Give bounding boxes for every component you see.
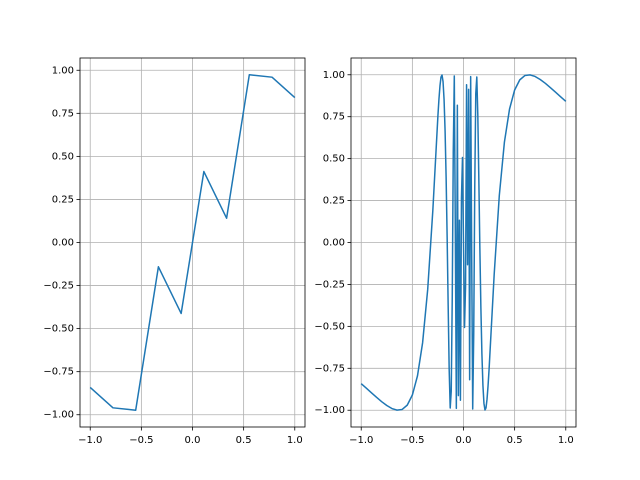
y-tick-label: −0.25 [314, 279, 345, 290]
y-tick-label: −0.50 [314, 321, 345, 332]
x-tick-label: −0.5 [129, 435, 153, 446]
x-tick-label: 1.0 [287, 435, 303, 446]
y-tick-label: 1.00 [52, 65, 74, 76]
y-tick-label: −1.00 [314, 405, 345, 416]
data-line [360, 74, 567, 411]
x-tick-label: 1.0 [558, 435, 574, 446]
y-tick-label: −0.50 [43, 324, 74, 335]
x-tick-label: −0.5 [400, 435, 424, 446]
axes-frame [79, 57, 306, 428]
y-tick-label: −0.25 [43, 281, 74, 292]
y-tick-label: 0.00 [323, 238, 345, 249]
y-tick-label: −0.75 [314, 363, 345, 374]
y-tick-label: 0.75 [323, 112, 345, 123]
axes-frame [350, 57, 577, 428]
y-tick-label: 0.50 [52, 151, 74, 162]
x-tick-label: −1.0 [349, 435, 373, 446]
y-tick-label: 0.00 [52, 238, 74, 249]
data-line [89, 74, 296, 411]
y-tick-label: 0.75 [52, 108, 74, 119]
x-tick-label: −1.0 [78, 435, 102, 446]
x-tick-label: 0.0 [456, 435, 472, 446]
y-tick-label: −1.00 [43, 410, 74, 421]
x-tick-label: 0.0 [185, 435, 201, 446]
y-tick-label: 0.50 [323, 154, 345, 165]
y-tick-label: 0.25 [323, 196, 345, 207]
y-tick-label: −0.75 [43, 367, 74, 378]
y-tick-label: 1.00 [323, 70, 345, 81]
x-tick-label: 0.5 [236, 435, 252, 446]
x-tick-label: 0.5 [507, 435, 523, 446]
y-tick-label: 0.25 [52, 194, 74, 205]
